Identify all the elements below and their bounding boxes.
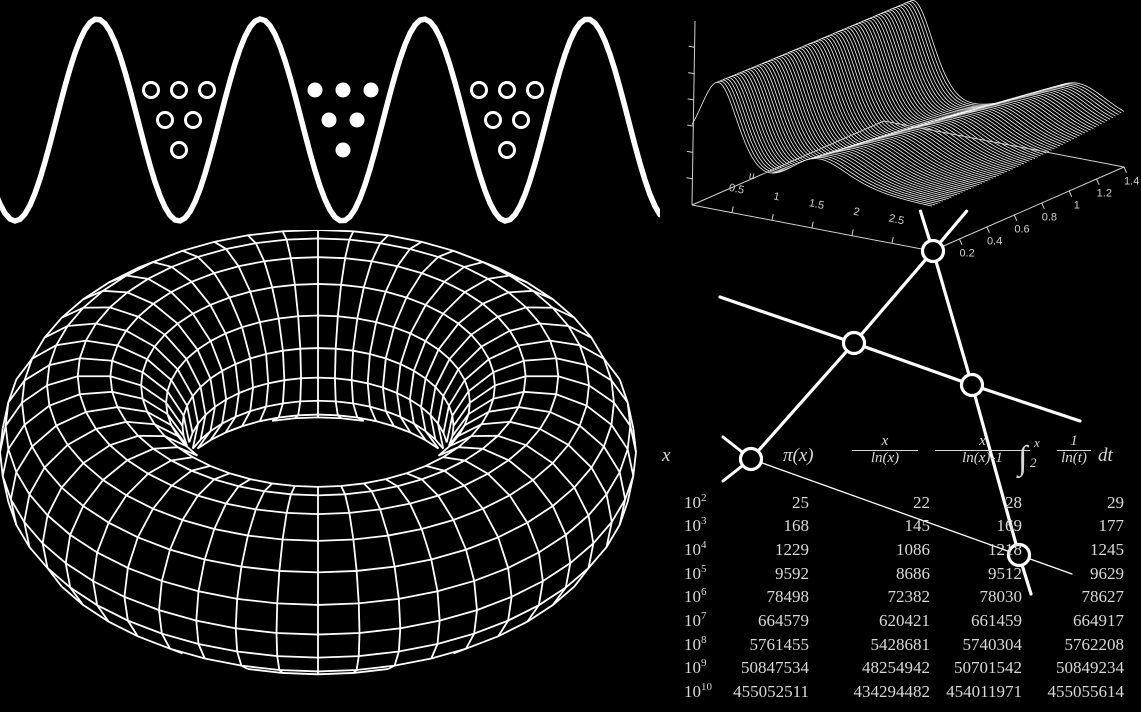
svg-text:u: u — [749, 168, 755, 182]
svg-text:1.4: 1.4 — [1124, 176, 1139, 188]
svg-text:0.4: 0.4 — [987, 236, 1002, 248]
svg-text:1: 1 — [1074, 200, 1080, 212]
svg-text:1.2: 1.2 — [1097, 188, 1112, 200]
svg-text:0.6: 0.6 — [1014, 224, 1029, 236]
svg-text:0.8: 0.8 — [1042, 212, 1057, 224]
svg-text:0.2: 0.2 — [959, 248, 974, 260]
